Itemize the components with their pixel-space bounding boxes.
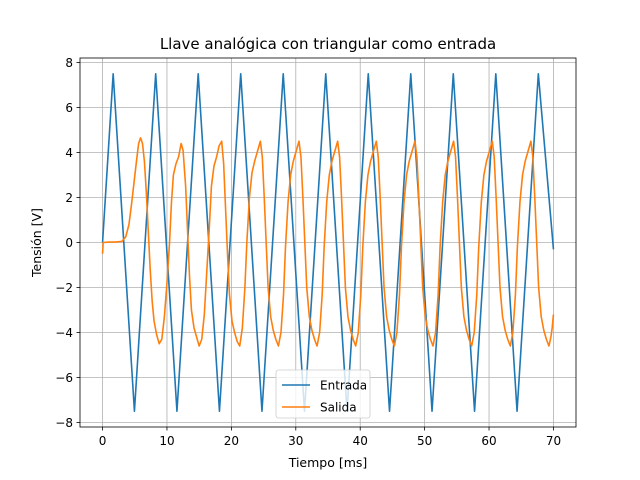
x-axis: 0 10 20 30 40 50 60 70: [99, 427, 561, 448]
y-tick-label: 2: [65, 191, 73, 205]
y-tick-label: −2: [55, 281, 73, 295]
x-tick-label: 0: [99, 434, 107, 448]
x-axis-label: Tiempo [ms]: [288, 455, 368, 470]
y-tick-label: −4: [55, 326, 73, 340]
legend-label: Entrada: [320, 379, 367, 393]
y-tick-label: 0: [65, 236, 73, 250]
x-tick-label: 20: [224, 434, 239, 448]
y-tick-label: 4: [65, 146, 73, 160]
legend: Entrada Salida: [275, 369, 371, 419]
chart-title: Llave analógica con triangular como entr…: [160, 35, 496, 53]
series-line-entrada: [101, 72, 555, 413]
y-axis-label: Tensión [V]: [29, 208, 44, 278]
x-tick-label: 50: [417, 434, 432, 448]
legend-label: Salida: [320, 401, 357, 415]
series-line-salida: [101, 137, 555, 347]
y-axis: −8 −6 −4 −2 0 2 4 6 8: [55, 56, 80, 430]
y-tick-label: 6: [65, 101, 73, 115]
x-tick-label: 60: [481, 434, 496, 448]
series-layer: [101, 72, 555, 413]
x-tick-label: 40: [353, 434, 368, 448]
y-tick-label: 8: [65, 56, 73, 70]
x-tick-label: 70: [546, 434, 561, 448]
legend-box: [275, 369, 371, 419]
y-tick-label: −6: [55, 371, 73, 385]
x-tick-label: 30: [288, 434, 303, 448]
x-tick-label: 10: [159, 434, 174, 448]
y-tick-label: −8: [55, 416, 73, 430]
